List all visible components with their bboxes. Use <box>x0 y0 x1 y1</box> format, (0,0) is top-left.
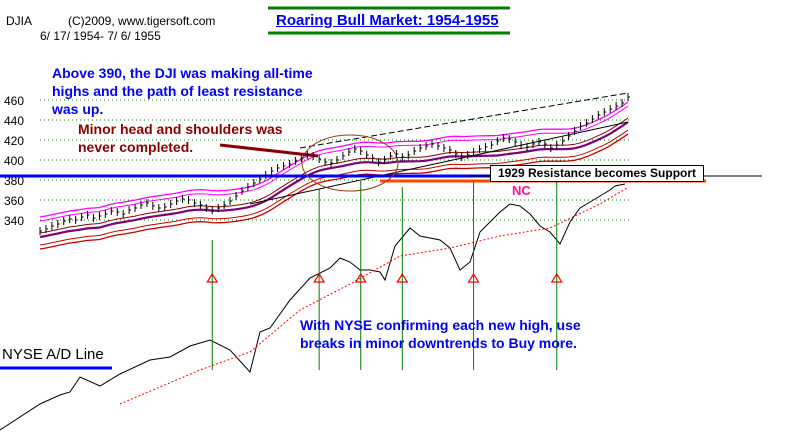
ath-note-line-3: was up. <box>52 101 104 117</box>
buy-signal-marker <box>550 272 563 283</box>
hs-note-line-1: Minor head and shoulders was <box>78 121 283 137</box>
nyse-note-line-1: With NYSE confirming each new high, use <box>300 317 581 333</box>
y-tick-label: 360 <box>4 194 24 208</box>
short-ma-line <box>39 117 629 234</box>
nyse-note-line-2: breaks in minor downtrends to Buy more. <box>300 335 577 351</box>
upper-trendline <box>299 92 629 149</box>
all-time-high-note: Above 390, the DJI was making all-time h… <box>52 64 313 118</box>
buy-signal-marker <box>354 272 367 283</box>
buy-signal-marker <box>467 272 480 283</box>
y-tick-label: 340 <box>4 214 24 228</box>
head-shoulders-note: Minor head and shoulders was never compl… <box>78 120 283 156</box>
copyright-text: (C)2009, www.tigersoft.com <box>68 14 216 28</box>
upper-band-outer <box>39 101 629 218</box>
moving-average-line <box>39 121 629 239</box>
lower-band-inner <box>39 133 629 250</box>
buy-signal-marker <box>206 272 219 283</box>
index-label: DJIA <box>6 14 33 28</box>
upper-band-inner <box>39 105 629 222</box>
nyse-note: With NYSE confirming each new high, use … <box>300 316 581 352</box>
y-tick-label: 440 <box>4 114 24 128</box>
buy-signal-marker <box>396 272 409 283</box>
head-shoulders-ellipse <box>301 134 399 192</box>
y-tick-label: 460 <box>4 94 24 108</box>
date-range: 6/ 17/ 1954- 7/ 6/ 1955 <box>40 29 161 43</box>
ad-line-label: NYSE A/D Line <box>2 346 104 363</box>
ath-note-line-1: Above 390, the DJI was making all-time <box>52 65 313 81</box>
y-tick-label: 420 <box>4 134 24 148</box>
nc-label: NC <box>512 183 531 198</box>
ad-line <box>0 183 626 431</box>
chart-title: Roaring Bull Market: 1954-1955 <box>276 12 499 29</box>
lower-trendline <box>249 121 629 205</box>
support-label-box: 1929 Resistance becomes Support <box>490 165 704 182</box>
buy-signal-marker <box>313 272 326 283</box>
hs-note-line-2: never completed. <box>78 139 194 155</box>
ath-note-line-2: highs and the path of least resistance <box>52 83 303 99</box>
y-tick-label: 400 <box>4 154 24 168</box>
